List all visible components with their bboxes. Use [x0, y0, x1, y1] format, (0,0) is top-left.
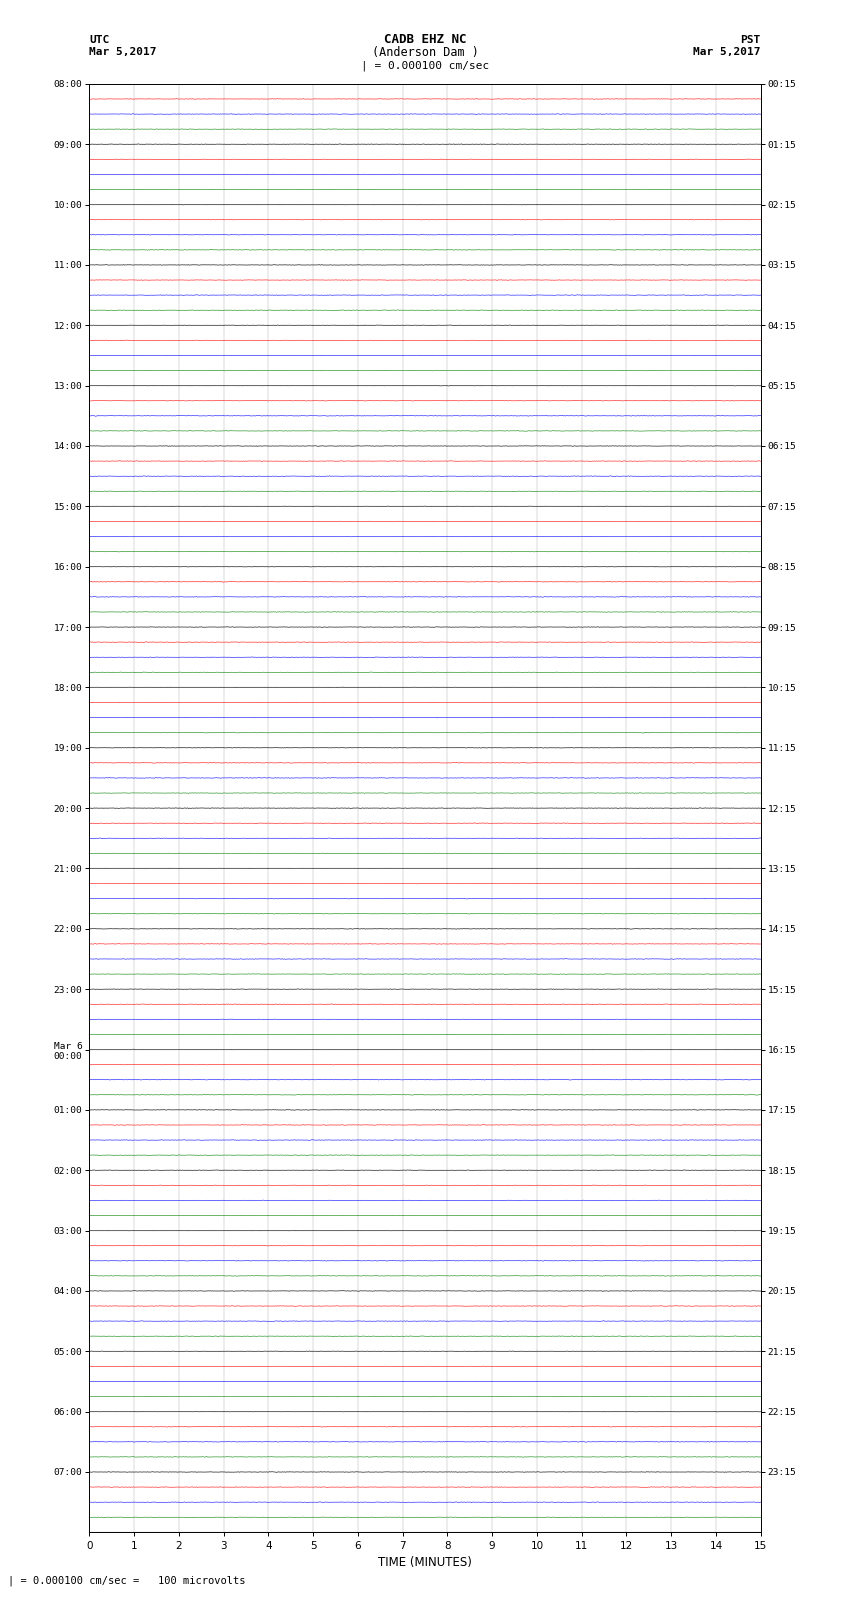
Text: Mar 5,2017: Mar 5,2017 [89, 47, 156, 58]
Text: UTC: UTC [89, 34, 110, 45]
Text: (Anderson Dam ): (Anderson Dam ) [371, 45, 479, 60]
X-axis label: TIME (MINUTES): TIME (MINUTES) [378, 1555, 472, 1568]
Text: CADB EHZ NC: CADB EHZ NC [383, 32, 467, 47]
Text: PST: PST [740, 34, 761, 45]
Text: | = 0.000100 cm/sec: | = 0.000100 cm/sec [361, 60, 489, 71]
Text: Mar 5,2017: Mar 5,2017 [694, 47, 761, 58]
Text: | = 0.000100 cm/sec =   100 microvolts: | = 0.000100 cm/sec = 100 microvolts [8, 1576, 246, 1586]
